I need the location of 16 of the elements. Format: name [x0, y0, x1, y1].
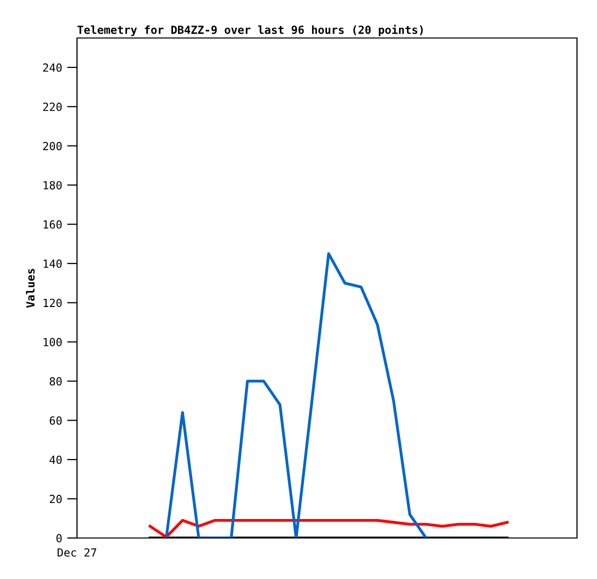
- y-tick-label: 240: [43, 63, 62, 72]
- y-tick-label: 20: [50, 494, 62, 504]
- y-tick-label: 180: [44, 181, 62, 190]
- y-tick-label: 60: [50, 416, 62, 425]
- y-tick-label: 140: [44, 259, 62, 268]
- y-tick-label: 0: [56, 534, 62, 542]
- y-tick-label: 220: [43, 102, 62, 112]
- y-tick-label: 100: [44, 338, 62, 346]
- y-axis-title: Values: [26, 268, 35, 308]
- y-tick-label: 160: [44, 220, 62, 229]
- text: Dec 27: [58, 548, 96, 557]
- y-tick-label: 80: [50, 377, 62, 386]
- y-tick-label: 40: [50, 456, 62, 464]
- y-tick-label: 120: [44, 298, 62, 308]
- chart-title: Telemetry for DB4ZZ-9 over last 96 hours (20 points): [77, 24, 423, 36]
- y-tick-label: 200: [43, 142, 62, 150]
